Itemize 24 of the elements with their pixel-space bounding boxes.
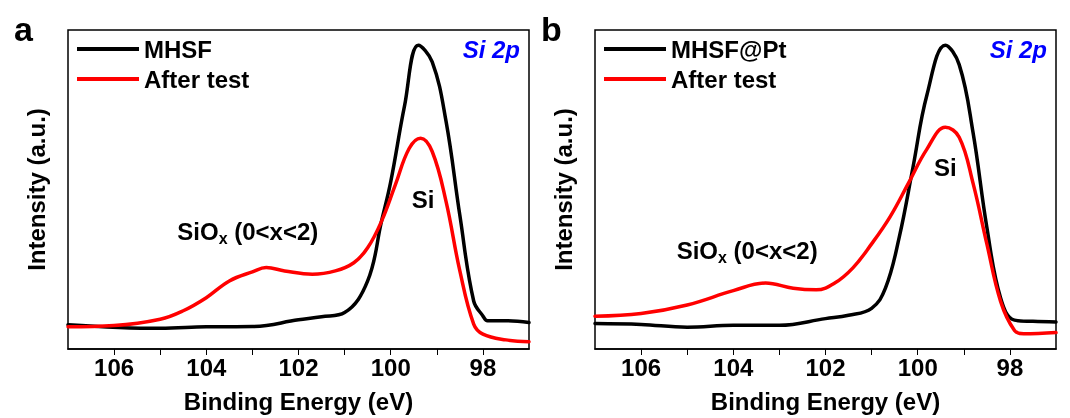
text: a [14, 10, 34, 48]
x-axis-title: Binding Energy (eV) [710, 387, 941, 415]
legend-label: After test [671, 65, 777, 93]
x-tick-label: 106 [621, 353, 662, 381]
legend-label: MHSF@Pt [671, 35, 787, 63]
text: b [541, 10, 562, 48]
chart-title: Si 2p [989, 35, 1048, 63]
x-tick-label: 100 [370, 353, 411, 381]
y-axis-title: Intensity (a.u.) [549, 108, 577, 271]
x-tick-label: 102 [805, 353, 846, 381]
legend-label: MHSF [144, 35, 212, 63]
x-tick-label: 104 [186, 353, 227, 381]
x-tick-label: 98 [996, 353, 1024, 381]
annotation: Si [934, 154, 957, 182]
legend-label: After test [144, 65, 250, 93]
y-axis-title: Intensity (a.u.) [22, 108, 50, 271]
x-tick-label: 100 [897, 353, 938, 381]
x-tick-label: 98 [469, 353, 497, 381]
x-tick-label: 102 [278, 353, 319, 381]
x-axis-title: Binding Energy (eV) [183, 387, 414, 415]
x-tick-label: 106 [94, 353, 135, 381]
x-tick-label: 104 [713, 353, 754, 381]
annotation: Si [411, 186, 435, 214]
chart-title: Si 2p [462, 35, 521, 63]
